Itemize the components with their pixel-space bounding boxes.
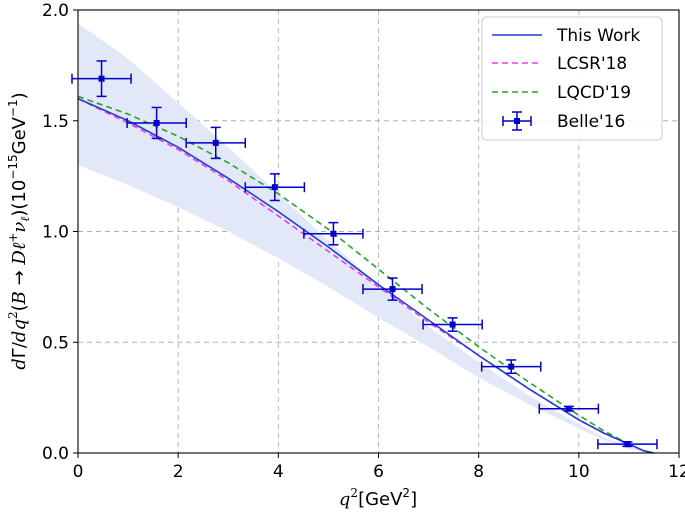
series-lines	[78, 95, 655, 453]
belle-point	[244, 173, 306, 202]
belle-point	[538, 403, 600, 414]
belle-point	[303, 221, 364, 246]
y-tick-label: 1.5	[42, 112, 69, 132]
axis-ticks: 0 2 4 6 8 10 12 0.0 0.5 1.0 1.5 2.0	[42, 1, 685, 482]
x-tick-label: 4	[273, 462, 284, 482]
x-tick-label: 10	[568, 462, 590, 482]
legend-label-lcsr: LCSR'18	[557, 54, 627, 74]
legend-label-this-work: This Work	[556, 26, 640, 46]
belle-point	[71, 60, 132, 98]
this-work-line	[78, 97, 655, 453]
legend-box	[481, 16, 663, 141]
legend-label-belle: Belle'16	[557, 112, 625, 132]
belle-point	[362, 277, 423, 301]
belle-point	[480, 359, 542, 375]
x-tick-label: 6	[373, 462, 384, 482]
y-tick-label: 0.5	[42, 333, 69, 353]
belle-point	[422, 317, 483, 332]
legend-swatch-belle	[502, 111, 532, 131]
belle-point	[597, 439, 658, 450]
belle-point	[185, 126, 247, 160]
belle-point	[126, 106, 187, 140]
y-tick-label: 2.0	[42, 1, 69, 21]
x-tick-label: 2	[173, 462, 184, 482]
y-tick-label: 1.0	[42, 223, 69, 243]
this-work-uncertainty-band	[78, 23, 654, 453]
uncertainty-band	[78, 23, 654, 453]
x-tick-label: 12	[668, 462, 685, 482]
x-tick-label: 8	[473, 462, 484, 482]
y-axis-label: dΓ/dq2(B → Dℓ+νℓ)(10−15GeV−1)	[6, 92, 32, 369]
x-axis-label: q2[GeV2]	[339, 486, 417, 510]
belle-data-points	[71, 60, 658, 450]
x-tick-label: 0	[73, 462, 84, 482]
legend: This Work LCSR'18 LQCD'19 Belle'16	[481, 16, 663, 141]
legend-label-lqcd: LQCD'19	[557, 83, 631, 103]
y-tick-label: 0.0	[42, 444, 69, 464]
